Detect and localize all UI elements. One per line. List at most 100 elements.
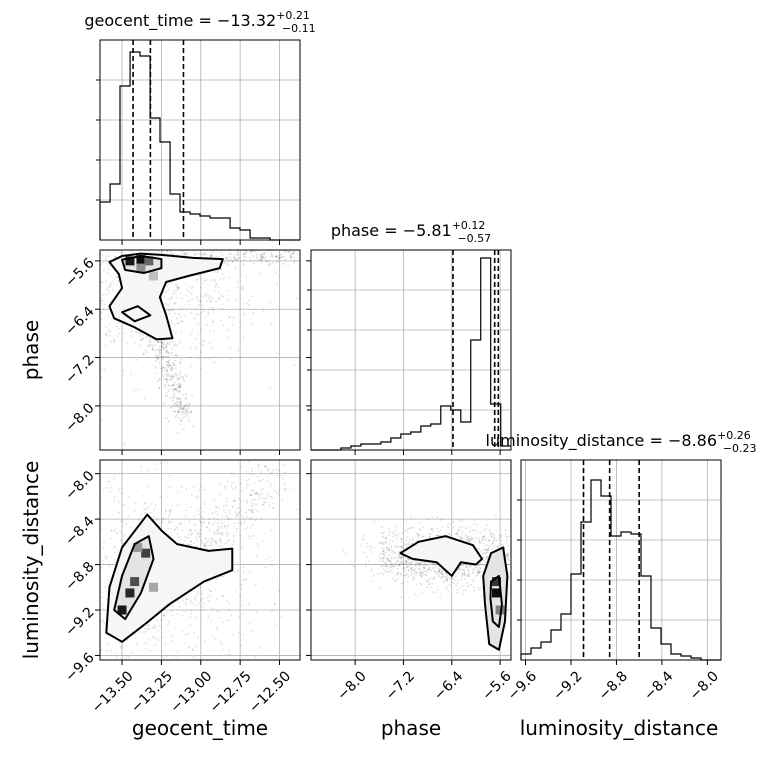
scatter-point xyxy=(391,551,393,554)
scatter-point xyxy=(189,506,192,508)
scatter-point xyxy=(160,367,163,370)
scatter-point xyxy=(144,508,147,510)
scatter-point xyxy=(495,539,498,542)
scatter-point xyxy=(264,501,267,504)
scatter-point xyxy=(384,555,386,558)
scatter-point xyxy=(110,668,112,670)
scatter-point xyxy=(196,637,199,639)
scatter-point xyxy=(261,493,264,496)
scatter-point xyxy=(176,317,178,320)
scatter-point xyxy=(506,554,508,556)
scatter-point xyxy=(255,491,258,494)
scatter-point xyxy=(223,308,225,311)
scatter-point xyxy=(93,235,95,237)
scatter-point xyxy=(187,646,190,649)
scatter-point xyxy=(150,221,152,223)
scatter-point xyxy=(184,539,186,542)
scatter-point xyxy=(177,411,180,413)
scatter-point xyxy=(249,256,251,259)
scatter-point xyxy=(165,350,168,352)
scatter-point xyxy=(479,566,482,569)
scatter-point xyxy=(182,416,185,419)
scatter-point xyxy=(482,556,485,559)
scatter-point xyxy=(246,515,249,518)
scatter-point xyxy=(286,247,288,249)
scatter-point xyxy=(382,540,385,543)
scatter-point xyxy=(456,589,459,591)
scatter-point xyxy=(229,512,231,515)
scatter-point xyxy=(94,586,96,588)
scatter-point xyxy=(191,287,194,290)
scatter-point xyxy=(171,614,174,617)
scatter-point xyxy=(213,290,216,293)
scatter-point xyxy=(263,253,265,255)
scatter-point xyxy=(293,364,296,366)
scatter-point xyxy=(220,268,223,271)
scatter-point xyxy=(401,560,403,563)
scatter-point xyxy=(221,253,224,256)
scatter-point xyxy=(211,544,214,547)
scatter-point xyxy=(170,378,172,381)
scatter-point xyxy=(485,548,487,550)
scatter-point xyxy=(405,560,407,563)
scatter-point xyxy=(450,581,453,584)
scatter-point xyxy=(221,527,224,529)
scatter-point xyxy=(157,356,159,359)
scatter-point xyxy=(388,559,391,562)
scatter-point xyxy=(389,566,392,569)
scatter-point xyxy=(437,574,440,577)
scatter-point xyxy=(432,568,435,570)
scatter-point xyxy=(292,261,295,264)
scatter-point xyxy=(263,465,266,468)
scatter-point xyxy=(137,244,139,246)
x-tick-label-luminosity_distance: −9.6 xyxy=(505,668,540,703)
scatter-point xyxy=(137,388,140,391)
scatter-point xyxy=(48,289,50,291)
scatter-point xyxy=(197,357,200,360)
scatter-point xyxy=(211,347,213,349)
scatter-point xyxy=(176,396,178,399)
contour-fill-inner xyxy=(483,547,508,650)
scatter-point xyxy=(456,532,459,535)
scatter-point xyxy=(209,590,212,593)
scatter-point xyxy=(275,255,277,258)
scatter-point xyxy=(216,626,218,629)
scatter-point xyxy=(452,521,455,523)
scatter-point xyxy=(204,293,207,296)
scatter-point xyxy=(166,361,169,364)
scatter-point xyxy=(109,486,112,489)
scatter-point xyxy=(173,392,176,395)
scatter-point xyxy=(393,532,395,535)
scatter-point xyxy=(244,487,247,490)
scatter-point xyxy=(202,608,205,611)
scatter-point xyxy=(433,570,436,572)
scatter-point xyxy=(211,279,214,281)
scatter-point xyxy=(395,545,398,547)
scatter-point xyxy=(240,482,242,485)
scatter-point xyxy=(214,286,217,288)
scatter-point xyxy=(192,485,195,488)
scatter-point xyxy=(110,226,112,228)
panel-hist-geocent_time xyxy=(99,39,301,241)
scatter-point xyxy=(151,660,153,662)
scatter-point xyxy=(171,390,174,392)
scatter-point xyxy=(485,555,487,558)
scatter-point xyxy=(154,643,157,646)
scatter-point xyxy=(152,233,154,235)
scatter-point xyxy=(435,564,437,566)
scatter-point xyxy=(93,576,95,578)
scatter-point xyxy=(260,517,263,520)
scatter-point xyxy=(64,237,66,239)
scatter-point xyxy=(388,560,390,563)
scatter-point xyxy=(88,589,90,591)
scatter-point xyxy=(467,575,470,578)
scatter-point xyxy=(68,264,70,266)
scatter-point xyxy=(130,245,132,247)
scatter-point xyxy=(405,561,408,564)
scatter-point xyxy=(120,251,123,254)
scatter-point xyxy=(386,559,389,562)
scatter-point xyxy=(58,496,60,498)
scatter-point xyxy=(288,251,291,253)
scatter-point xyxy=(204,222,206,224)
scatter-point xyxy=(390,557,393,560)
